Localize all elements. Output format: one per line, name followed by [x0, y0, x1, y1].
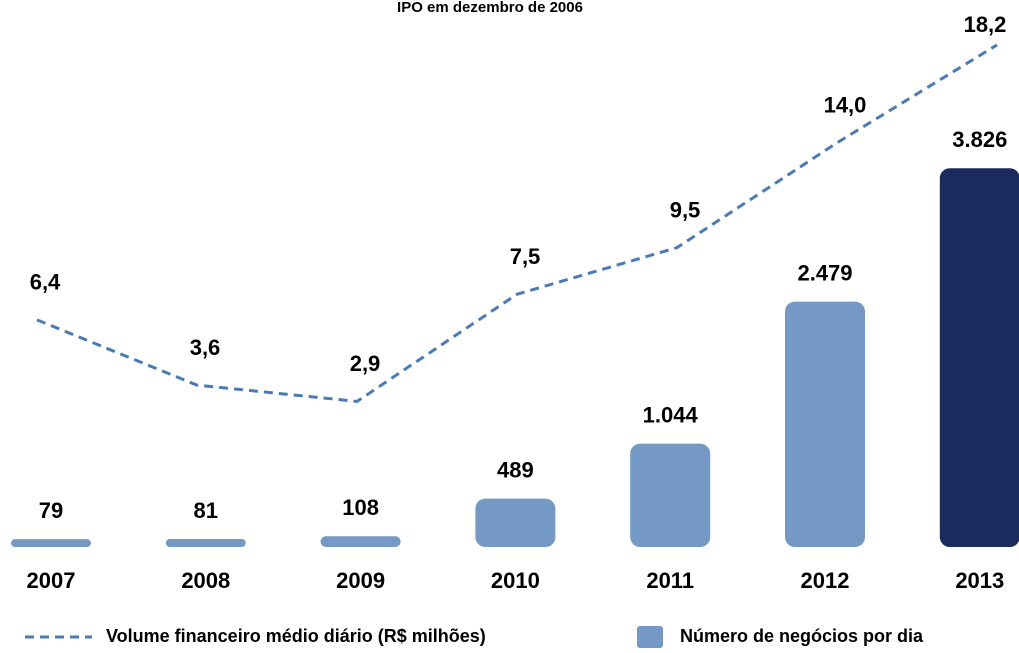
bar	[475, 498, 556, 547]
x-tick-label: 2013	[955, 568, 1004, 593]
bar-value-label: 1.044	[643, 402, 699, 427]
x-tick-label: 2007	[27, 568, 76, 593]
x-tick-label: 2009	[336, 568, 385, 593]
bar-value-label: 108	[342, 495, 379, 520]
bar	[11, 539, 91, 547]
x-tick-label: 2008	[181, 568, 230, 593]
line-value-label: 18,2	[964, 12, 1007, 37]
chart-title: IPO em dezembro de 2006	[397, 0, 583, 16]
line	[36, 43, 998, 403]
bar	[630, 443, 711, 547]
x-tick-label: 2012	[801, 568, 850, 593]
legend-label: Número de negócios por dia	[680, 626, 924, 646]
legend-swatch	[637, 626, 663, 648]
bar-value-label: 79	[39, 498, 63, 523]
legend-label: Volume financeiro médio diário (R$ milhõ…	[106, 626, 486, 646]
x-tick-label: 2010	[491, 568, 540, 593]
line-value-label: 3,6	[190, 335, 221, 360]
bar-value-label: 3.826	[952, 127, 1007, 152]
x-tick-label: 2011	[646, 568, 694, 593]
bar-value-label: 81	[194, 498, 218, 523]
line-value-label: 7,5	[510, 244, 541, 269]
bar	[320, 536, 401, 547]
line-value-label: 14,0	[824, 93, 867, 118]
line-value-label: 2,9	[350, 351, 381, 376]
line-value-label: 6,4	[30, 270, 61, 295]
bar	[165, 538, 246, 547]
bar	[785, 301, 865, 547]
bar	[939, 168, 1019, 547]
bar-value-label: 2.479	[797, 260, 852, 285]
bar-value-label: 489	[497, 457, 534, 482]
line-value-label: 9,5	[670, 197, 701, 222]
